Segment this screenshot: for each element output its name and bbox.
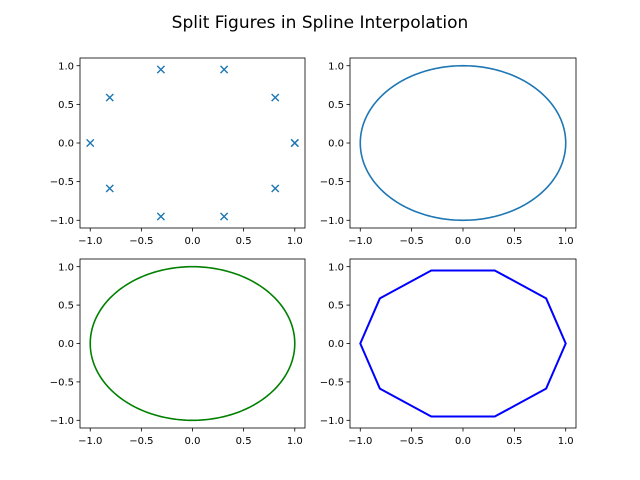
y-tick-label: −1.0 <box>50 416 74 427</box>
y-tick-label: 0.5 <box>328 301 344 312</box>
x-tick-label: −0.5 <box>129 436 153 447</box>
x-tick-label: −0.5 <box>399 436 423 447</box>
y-tick-label: −1.0 <box>50 216 74 227</box>
x-tick-label: 0.0 <box>185 236 201 247</box>
axes-frame <box>79 57 306 229</box>
x-tick-label: 1.0 <box>287 436 303 447</box>
plot-area <box>359 64 567 222</box>
x-tick-label: 0.0 <box>455 436 471 447</box>
chart-title: Split Figures in Spline Interpolation <box>172 13 469 33</box>
y-tick-label: −1.0 <box>320 216 344 227</box>
x-tick-label: 0.5 <box>506 436 522 447</box>
y-tick-label: 0.0 <box>328 139 344 150</box>
y-tick-label: 0.0 <box>328 339 344 350</box>
data-point <box>105 93 114 102</box>
x-tick-label: −1.0 <box>78 236 102 247</box>
y-tick-label: −0.5 <box>320 177 344 188</box>
plot-area <box>359 269 567 418</box>
subplot-2: −1.0 −0.5 0.0 0.5 1.0 −1.0 −0.5 0.0 0.5 1.0 <box>320 57 577 247</box>
x-tick-label: 0.0 <box>455 236 471 247</box>
x-tick-label: −1.0 <box>348 436 372 447</box>
y-tick-label: 0.0 <box>58 139 74 150</box>
data-point <box>271 93 280 102</box>
y-tick-label: 0.0 <box>58 339 74 350</box>
y-tick-label: −0.5 <box>320 378 344 389</box>
y-tick-label: −1.0 <box>320 416 344 427</box>
subplot-4: −1.0 −0.5 0.0 0.5 1.0 −1.0 −0.5 0.0 0.5 1.0 <box>320 258 577 447</box>
x-tick-label: 0.5 <box>236 236 252 247</box>
data-point <box>156 65 165 74</box>
axes-frame <box>349 258 577 429</box>
y-tick-label: −0.5 <box>50 378 74 389</box>
plot-area <box>89 265 296 422</box>
data-point <box>271 184 280 193</box>
subplot-3: −1.0 −0.5 0.0 0.5 1.0 −1.0 −0.5 0.0 0.5 1.0 <box>50 258 306 447</box>
data-point <box>220 65 229 74</box>
data-point <box>105 184 114 193</box>
y-tick-label: 1.0 <box>58 262 74 273</box>
data-point <box>220 212 229 221</box>
x-tick-label: −0.5 <box>399 236 423 247</box>
x-tick-label: −0.5 <box>129 236 153 247</box>
x-tick-label: 1.0 <box>558 436 574 447</box>
x-tick-label: 0.0 <box>185 436 201 447</box>
axes-frame <box>349 57 577 229</box>
data-point <box>156 212 165 221</box>
data-point <box>86 138 95 148</box>
y-tick-label: −0.5 <box>50 177 74 188</box>
x-tick-label: −1.0 <box>348 236 372 247</box>
x-tick-label: 1.0 <box>558 236 574 247</box>
y-tick-label: 1.0 <box>328 262 344 273</box>
series-line <box>89 265 296 422</box>
axes-layer: −1.0 −0.5 0.0 0.5 1.0 −1.0 −0.5 0.0 0.5 1.0 −1.0 −0… <box>50 57 577 447</box>
data-point <box>290 138 299 148</box>
series-line <box>359 269 567 418</box>
y-tick-label: 0.5 <box>328 100 344 111</box>
x-tick-label: 1.0 <box>287 236 303 247</box>
x-tick-label: 0.5 <box>236 436 252 447</box>
y-tick-label: 0.5 <box>58 100 74 111</box>
x-tick-label: −1.0 <box>78 436 102 447</box>
plot-area <box>86 65 299 221</box>
subplot-1: −1.0 −0.5 0.0 0.5 1.0 −1.0 −0.5 0.0 0.5 1.0 <box>50 57 306 247</box>
y-tick-label: 0.5 <box>58 301 74 312</box>
y-tick-label: 1.0 <box>58 61 74 72</box>
series-line <box>359 64 567 222</box>
axes-frame <box>79 258 306 429</box>
x-tick-label: 0.5 <box>506 236 522 247</box>
y-tick-label: 1.0 <box>328 61 344 72</box>
